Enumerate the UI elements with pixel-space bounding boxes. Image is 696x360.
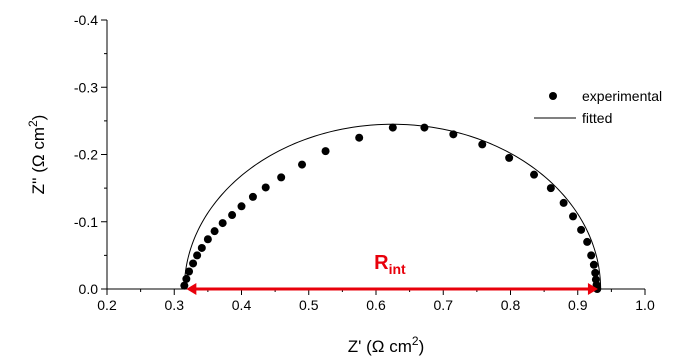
experimental-point [180, 281, 189, 290]
experimental-point [261, 183, 270, 192]
experimental-point [193, 251, 202, 260]
experimental-point [388, 123, 397, 132]
experimental-point [546, 184, 555, 193]
annotation-layer: Rint [186, 252, 598, 295]
y-tick-label: 0.0 [79, 281, 99, 297]
experimental-point [478, 140, 487, 149]
legend: experimental fitted [534, 88, 662, 126]
y-tick-label: -0.3 [74, 79, 98, 95]
legend-fitted-label: fitted [582, 110, 612, 126]
experimental-point [577, 225, 586, 234]
x-tick-label: 0.6 [366, 297, 386, 313]
x-tick-label: 0.7 [434, 297, 454, 313]
experimental-point [569, 212, 578, 221]
x-tick-label: 0.4 [232, 297, 252, 313]
experimental-point [248, 192, 257, 201]
x-tick-label: 0.9 [568, 297, 588, 313]
y-tick-label: -0.4 [74, 12, 98, 28]
x-axis-title: Z' (Ω cm2) [348, 334, 424, 356]
experimental-point [298, 160, 307, 169]
experimental-point [210, 227, 219, 236]
experimental-point [530, 170, 539, 179]
experimental-point [277, 173, 286, 182]
experimental-point [182, 274, 191, 283]
experimental-point [583, 237, 592, 246]
y-axis-title: Z'' (Ω cm2) [26, 115, 48, 195]
axes: 0.2 0.3 0.4 0.5 0.6 0.7 0.8 0.9 1.0 0.0 -0.1 -0.2 -0… [74, 12, 655, 313]
experimental-point [449, 130, 458, 139]
legend-experimental-marker [549, 92, 557, 100]
y-tick-label: -0.1 [74, 214, 98, 230]
y-tick-label: -0.2 [74, 147, 98, 163]
experimental-point [185, 267, 194, 276]
experimental-point [559, 198, 568, 207]
experimental-point [420, 123, 429, 132]
experimental-point [197, 243, 206, 252]
experimental-point [505, 153, 514, 162]
experimental-point [591, 268, 600, 277]
r-int-arrowhead-left [186, 283, 197, 295]
experimental-points-layer [180, 123, 602, 293]
x-tick-label: 0.8 [501, 297, 521, 313]
experimental-point [589, 260, 598, 269]
experimental-point [321, 147, 330, 156]
x-tick-label: 0.3 [165, 297, 185, 313]
x-tick-label: 1.0 [635, 297, 655, 313]
experimental-point [218, 219, 227, 228]
legend-experimental-label: experimental [582, 88, 662, 104]
x-tick-label: 0.5 [299, 297, 319, 313]
experimental-point [587, 251, 596, 260]
experimental-point [189, 259, 198, 268]
experimental-point [237, 202, 246, 211]
axis-titles: Z' (Ω cm2) Z'' (Ω cm2) [26, 115, 424, 356]
experimental-point [203, 235, 212, 244]
x-tick-label: 0.2 [97, 297, 117, 313]
r-int-label: Rint [374, 252, 406, 277]
r-int-arrowhead-right [587, 283, 598, 295]
experimental-point [228, 211, 237, 220]
experimental-point [355, 133, 364, 142]
